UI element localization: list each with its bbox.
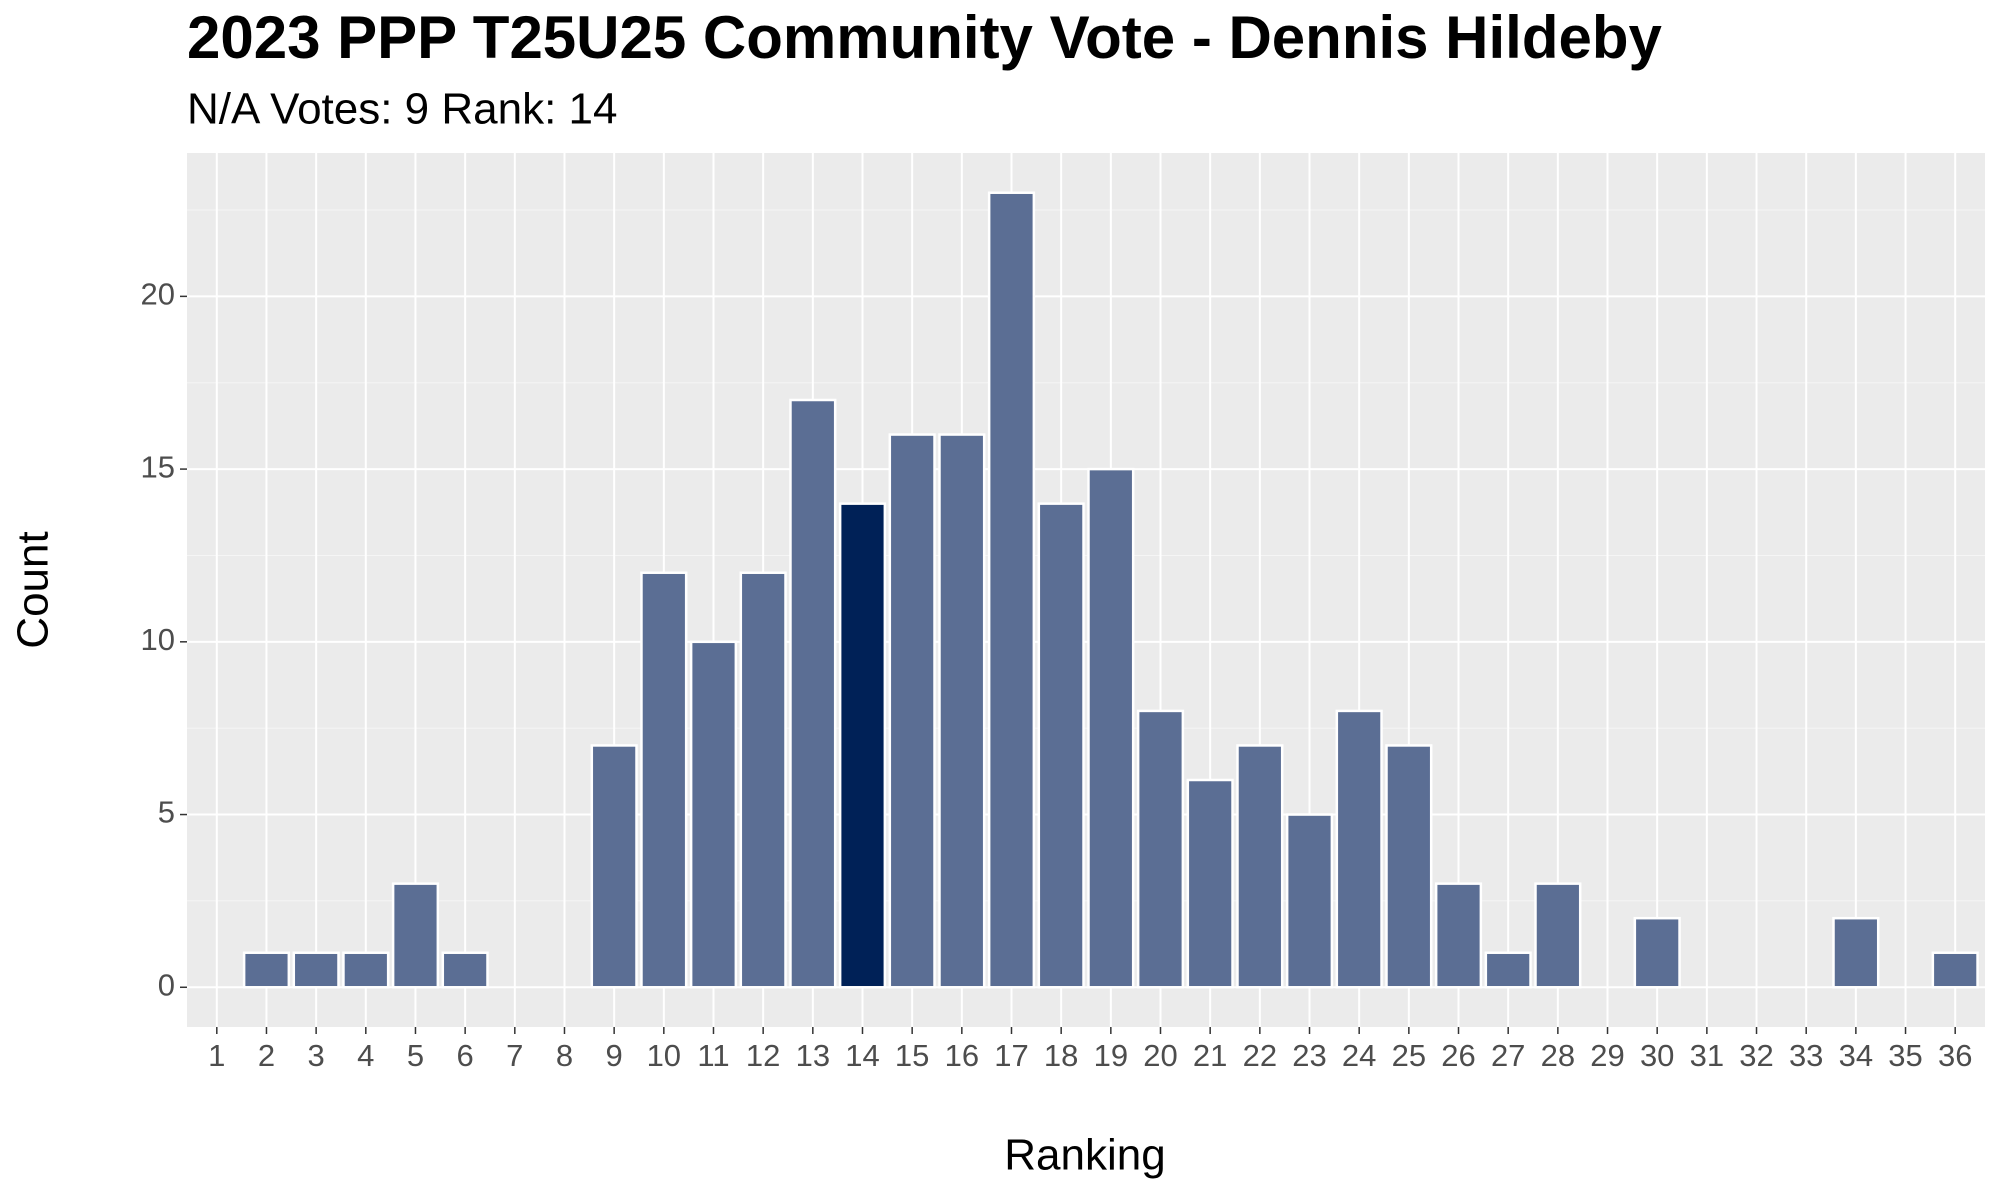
x-tick-label: 5 (407, 1038, 424, 1073)
x-tick-label: 14 (845, 1038, 879, 1073)
x-tick-label: 4 (357, 1038, 374, 1073)
x-tick-label: 30 (1640, 1038, 1674, 1073)
y-tick-label: 20 (141, 277, 175, 312)
x-tick-label: 27 (1491, 1038, 1525, 1073)
x-tick-label: 8 (556, 1038, 573, 1073)
bar (1434, 882, 1483, 989)
bar (739, 571, 787, 989)
bar (342, 951, 390, 989)
x-tick-label: 25 (1392, 1038, 1426, 1073)
chart-subtitle: N/A Votes: 9 Rank: 14 (187, 85, 617, 134)
x-tick-label: 32 (1739, 1038, 1773, 1073)
bar (1484, 951, 1532, 989)
bar (1037, 502, 1085, 989)
y-axis-label: Count (9, 531, 58, 648)
x-tick-label: 9 (606, 1038, 623, 1073)
bar (640, 571, 688, 989)
bar (1832, 916, 1880, 989)
bar (1285, 813, 1334, 989)
bar (689, 640, 738, 989)
x-tick-label: 7 (506, 1038, 523, 1073)
x-tick-label: 18 (1044, 1038, 1078, 1073)
bar (391, 882, 440, 989)
x-tick-label: 29 (1590, 1038, 1624, 1073)
x-tick-label: 20 (1143, 1038, 1177, 1073)
y-tick-label: 15 (141, 449, 175, 484)
x-tick-label: 26 (1441, 1038, 1475, 1073)
y-tick-label: 5 (158, 795, 175, 830)
y-tick-label: 10 (141, 622, 175, 657)
x-tick-label: 2 (258, 1038, 275, 1073)
bar (938, 433, 986, 989)
x-tick-label: 24 (1342, 1038, 1376, 1073)
x-tick-label: 35 (1888, 1038, 1922, 1073)
x-tick-label: 21 (1193, 1038, 1227, 1073)
y-tick-label: 0 (158, 967, 175, 1002)
x-tick-label: 1 (208, 1038, 225, 1073)
bar (789, 398, 837, 989)
x-tick-label: 36 (1938, 1038, 1972, 1073)
bar (888, 433, 936, 989)
bar (1236, 744, 1284, 989)
bar (1931, 951, 1979, 989)
bar (1335, 709, 1383, 989)
x-tick-label: 10 (647, 1038, 681, 1073)
x-tick-label: 23 (1292, 1038, 1326, 1073)
bar (1136, 709, 1185, 989)
plot-panel (187, 153, 1985, 1027)
x-tick-label: 12 (746, 1038, 780, 1073)
x-tick-label: 15 (895, 1038, 929, 1073)
bar (242, 951, 291, 989)
x-tick-label: 28 (1541, 1038, 1575, 1073)
x-tick-label: 11 (697, 1038, 729, 1073)
x-axis-label: Ranking (1004, 1131, 1165, 1180)
bar (1385, 744, 1433, 989)
bar (1087, 467, 1135, 989)
x-tick-label: 19 (1094, 1038, 1128, 1073)
bar (1633, 916, 1681, 989)
bar (292, 951, 340, 989)
bar (1534, 882, 1582, 989)
x-tick-label: 31 (1690, 1038, 1724, 1073)
bar (987, 191, 1036, 989)
chart-title: 2023 PPP T25U25 Community Vote - Dennis … (187, 4, 1663, 71)
bar (1186, 778, 1234, 989)
x-tick-label: 17 (994, 1038, 1028, 1073)
x-tick-label: 33 (1789, 1038, 1823, 1073)
x-tick-label: 22 (1243, 1038, 1277, 1073)
x-tick-label: 34 (1839, 1038, 1873, 1073)
bar (590, 744, 638, 989)
x-tick-label: 13 (796, 1038, 830, 1073)
bar (838, 502, 887, 989)
bar (441, 951, 489, 989)
x-tick-label: 6 (457, 1038, 474, 1073)
x-tick-label: 16 (945, 1038, 979, 1073)
x-tick-label: 3 (308, 1038, 325, 1073)
